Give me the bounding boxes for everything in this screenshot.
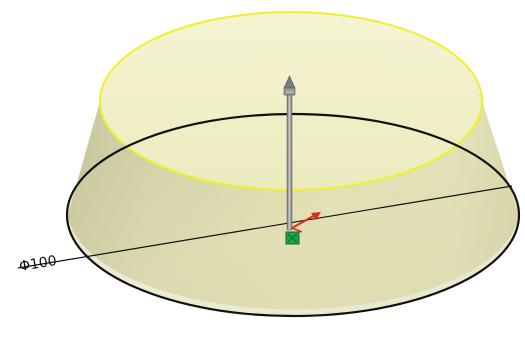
arrow-handle-icon[interactable]: [283, 75, 296, 231]
diameter-dimension-label[interactable]: Φ100: [18, 253, 58, 275]
triad-icon: [285, 212, 321, 245]
diameter-dimension-line[interactable]: [17, 185, 513, 269]
bottom-edge[interactable]: [65, 112, 521, 318]
